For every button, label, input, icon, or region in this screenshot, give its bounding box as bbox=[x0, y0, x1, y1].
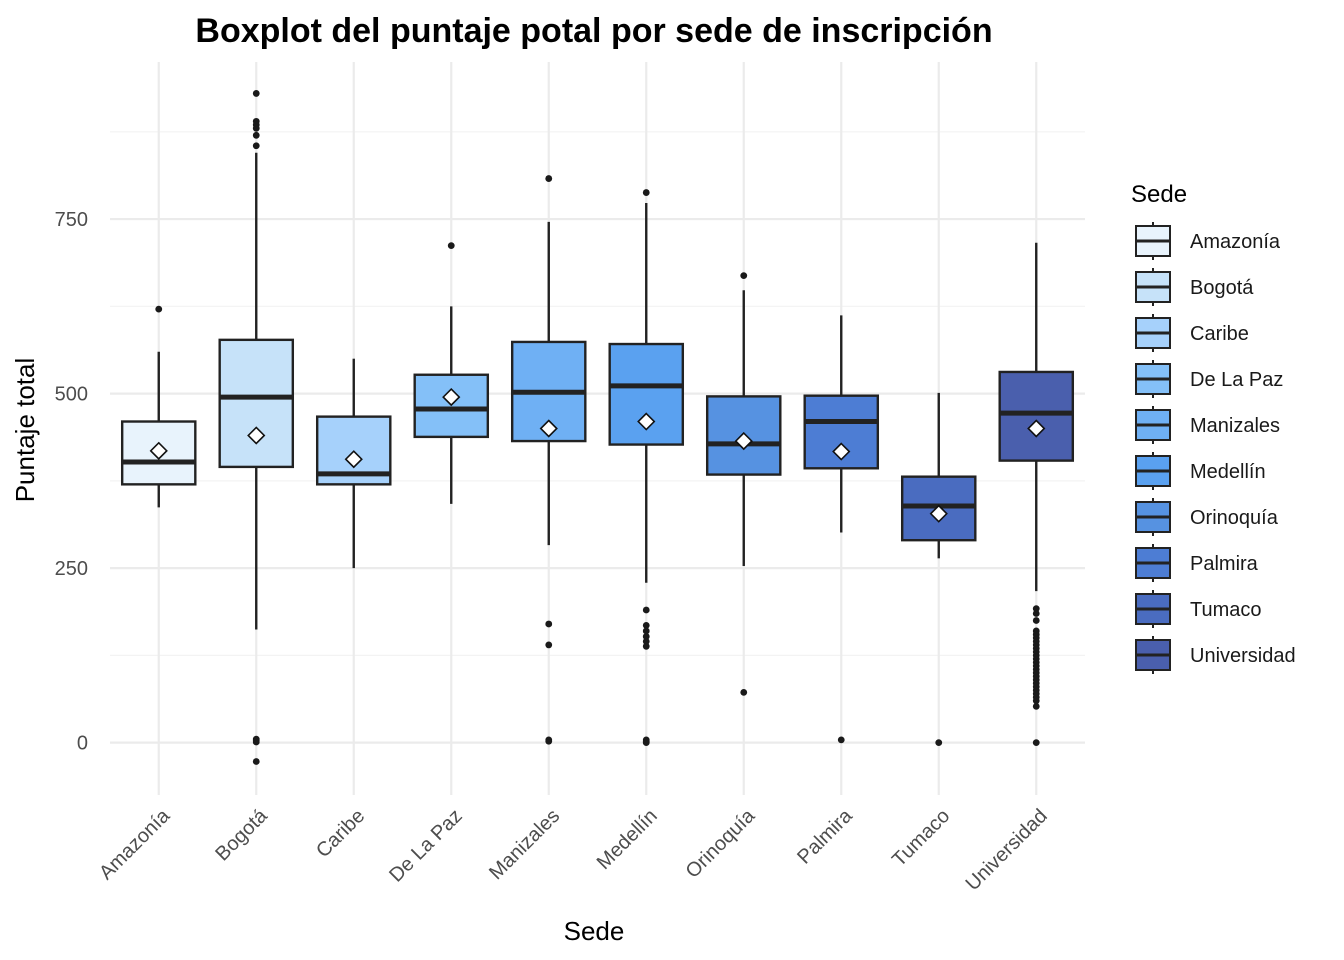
box-6 bbox=[608, 189, 685, 747]
y-axis-title: Puntaje total bbox=[10, 358, 40, 503]
outlier-point bbox=[642, 739, 650, 747]
outlier-point bbox=[545, 620, 553, 628]
mean-marker bbox=[832, 442, 851, 461]
outlier-point bbox=[642, 189, 650, 196]
outlier-point bbox=[642, 621, 650, 629]
mean-marker bbox=[344, 450, 363, 469]
outlier-point bbox=[252, 738, 260, 746]
legend-item: Manizales bbox=[1135, 406, 1280, 444]
legend-label: Tumaco bbox=[1190, 599, 1262, 621]
outlier-point bbox=[1032, 617, 1040, 624]
outlier-point bbox=[252, 142, 260, 150]
x-tick-label: Amazonía bbox=[95, 804, 175, 884]
box-3 bbox=[315, 358, 392, 569]
chart-title: Boxplot del puntaje potal por sede de in… bbox=[195, 12, 992, 50]
x-tick-label: Caribe bbox=[312, 805, 369, 862]
y-tick-label: 250 bbox=[55, 558, 88, 580]
legend-label: Bogotá bbox=[1190, 277, 1254, 299]
legend-item: Medellín bbox=[1135, 452, 1266, 490]
outlier-point bbox=[155, 305, 163, 313]
box-2 bbox=[218, 90, 295, 765]
outlier-point bbox=[1032, 610, 1040, 617]
mean-marker bbox=[539, 419, 558, 438]
y-tick-label: 500 bbox=[55, 384, 88, 406]
legend-item: Amazonía bbox=[1135, 222, 1281, 260]
legend-label: De La Paz bbox=[1190, 369, 1283, 391]
x-axis-title: Sede bbox=[564, 916, 625, 946]
outlier-point bbox=[252, 124, 260, 132]
box-5 bbox=[510, 175, 587, 745]
mean-marker bbox=[442, 387, 461, 407]
legend-label: Manizales bbox=[1190, 415, 1280, 437]
outlier-point bbox=[837, 736, 845, 744]
x-tick-label: Manizales bbox=[485, 805, 564, 884]
box-4 bbox=[413, 242, 490, 504]
box-1 bbox=[120, 305, 197, 508]
legend-item: Bogotá bbox=[1135, 268, 1254, 306]
legend-item: Universidad bbox=[1135, 636, 1296, 674]
legend-label: Palmira bbox=[1190, 553, 1259, 575]
outlier-point bbox=[1032, 605, 1040, 613]
outlier-point bbox=[740, 688, 748, 696]
outlier-point bbox=[252, 758, 260, 765]
outlier-point bbox=[1032, 739, 1040, 747]
x-tick-label: Palmira bbox=[793, 804, 857, 868]
outlier-point bbox=[740, 272, 748, 280]
outlier-point bbox=[1032, 697, 1040, 705]
x-tick-label: Tumaco bbox=[888, 805, 954, 871]
box-9 bbox=[900, 392, 977, 747]
outlier-point bbox=[1032, 702, 1040, 710]
y-tick-label: 0 bbox=[77, 733, 88, 755]
box-7 bbox=[705, 272, 782, 696]
mean-marker bbox=[149, 441, 168, 460]
mean-marker bbox=[734, 431, 753, 451]
legend-item: Orinoquía bbox=[1135, 498, 1279, 536]
boxes-layer bbox=[120, 90, 1075, 765]
outlier-point bbox=[642, 633, 650, 640]
x-tick-label: Bogotá bbox=[211, 804, 272, 865]
legend-item: Palmira bbox=[1135, 544, 1259, 582]
legend-label: Amazonía bbox=[1190, 231, 1281, 253]
outlier-point bbox=[642, 606, 650, 614]
mean-marker bbox=[929, 504, 948, 523]
legend-title: Sede bbox=[1131, 181, 1187, 208]
x-tick-label: Universidad bbox=[962, 805, 1052, 895]
x-tick-label: Orinoquía bbox=[682, 804, 760, 882]
box-body bbox=[218, 338, 295, 469]
box-10 bbox=[998, 242, 1075, 747]
legend: Sede Amazonía Bogotá Caribe De La Paz Maniza… bbox=[1131, 181, 1296, 674]
mean-marker bbox=[247, 426, 266, 445]
legend-item: Tumaco bbox=[1135, 590, 1262, 628]
outlier-point bbox=[545, 175, 553, 182]
legend-label: Orinoquía bbox=[1190, 507, 1279, 529]
box-8 bbox=[803, 315, 880, 744]
x-tick-label: De La Paz bbox=[385, 805, 467, 887]
outlier-point bbox=[642, 638, 650, 645]
legend-label: Caribe bbox=[1190, 323, 1249, 345]
mean-marker bbox=[637, 412, 656, 431]
outlier-point bbox=[252, 131, 260, 139]
outlier-point bbox=[447, 242, 455, 249]
x-tick-label: Medellín bbox=[593, 805, 662, 874]
outlier-point bbox=[642, 642, 650, 650]
legend-item: De La Paz bbox=[1135, 360, 1283, 398]
y-tick-label: 750 bbox=[55, 209, 88, 231]
outlier-point bbox=[935, 739, 943, 747]
legend-label: Universidad bbox=[1190, 645, 1296, 667]
outlier-point bbox=[545, 737, 553, 745]
outlier-point bbox=[252, 90, 260, 97]
mean-marker bbox=[1027, 419, 1046, 438]
box-body bbox=[998, 370, 1075, 462]
legend-label: Medellín bbox=[1190, 461, 1266, 483]
outlier-point bbox=[545, 641, 553, 649]
outlier-point bbox=[642, 627, 650, 635]
legend-item: Caribe bbox=[1135, 314, 1249, 352]
